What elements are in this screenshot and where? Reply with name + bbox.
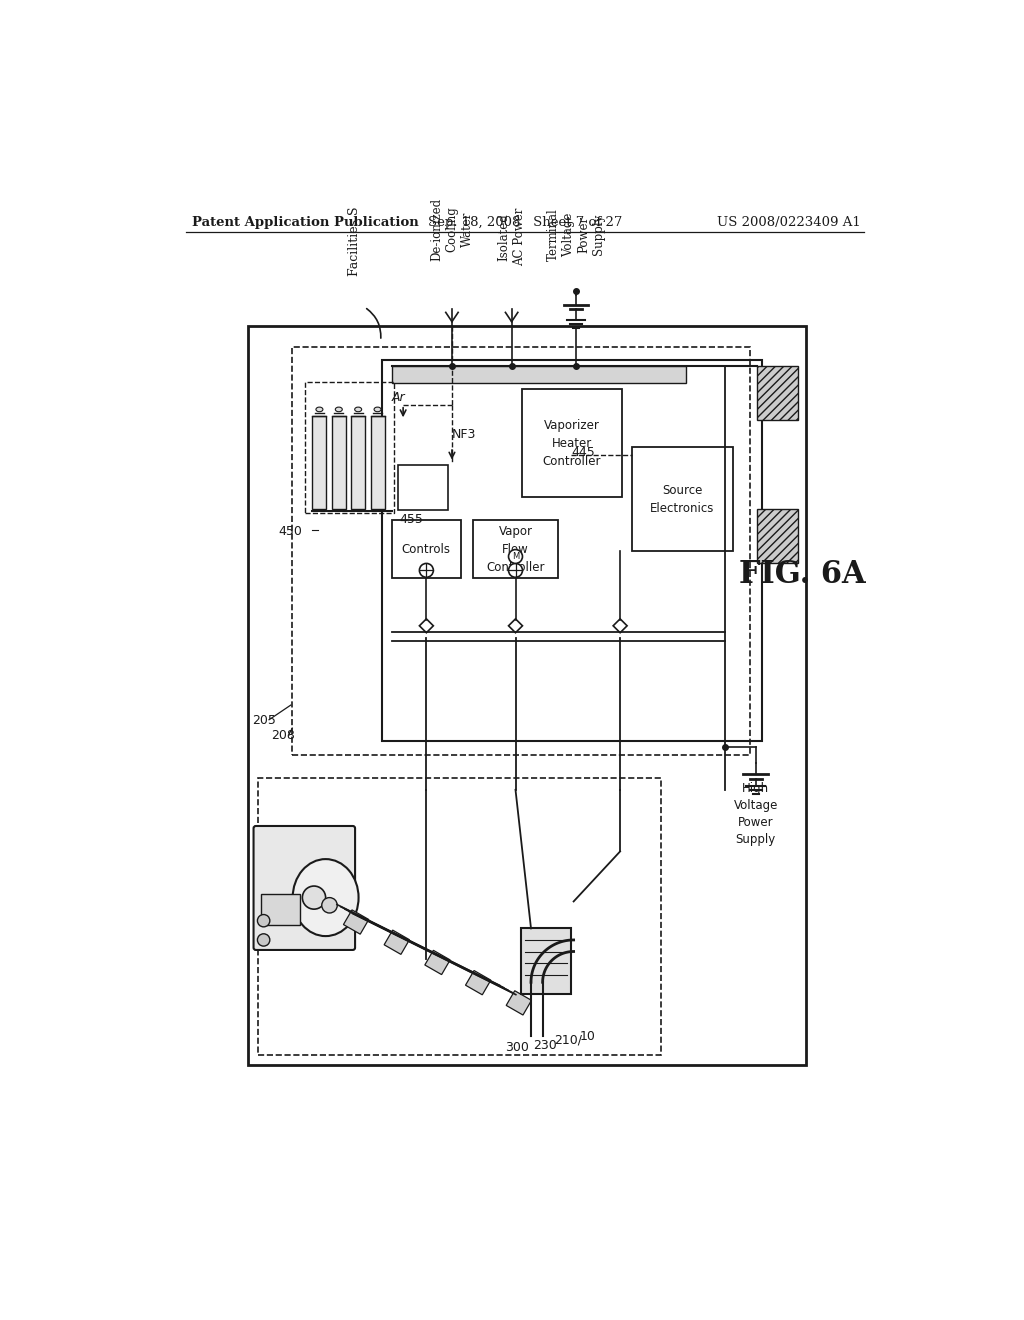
Bar (343, 909, 369, 935)
Bar (466, 970, 490, 995)
Bar (425, 950, 451, 974)
Bar (397, 465, 449, 510)
Text: 230: 230 (534, 1039, 557, 1052)
Bar (632, 447, 732, 552)
Text: Patent Application Publication: Patent Application Publication (191, 216, 418, 230)
Bar (506, 991, 531, 1015)
Bar (384, 931, 410, 954)
Bar (382, 360, 762, 742)
Bar (305, 381, 394, 512)
Text: High
Voltage
Power
Supply: High Voltage Power Supply (733, 781, 778, 846)
Bar (473, 520, 558, 578)
Text: 210/: 210/ (554, 1034, 583, 1047)
Circle shape (420, 564, 433, 577)
Text: FIG. 6A: FIG. 6A (739, 558, 865, 590)
Text: 208: 208 (271, 730, 295, 742)
Text: Controls: Controls (401, 543, 451, 556)
Text: Sep. 18, 2008   Sheet 7 of 27: Sep. 18, 2008 Sheet 7 of 27 (428, 216, 622, 230)
Bar (258, 779, 662, 1056)
Bar (332, 416, 346, 508)
Text: M: M (512, 552, 519, 561)
Text: US 2008/0223409 A1: US 2008/0223409 A1 (717, 216, 860, 230)
Circle shape (257, 933, 270, 946)
Text: 10: 10 (580, 1030, 596, 1043)
Text: 450: 450 (279, 525, 302, 539)
Bar (391, 520, 461, 578)
Circle shape (322, 898, 337, 913)
Text: Isolated
AC Power: Isolated AC Power (498, 207, 525, 267)
Ellipse shape (316, 407, 323, 412)
Text: De-ionized
Cooling
Water: De-ionized Cooling Water (430, 198, 473, 261)
Text: Vapor
Flow
Controller: Vapor Flow Controller (486, 524, 545, 574)
Bar (248, 326, 806, 1065)
Bar (371, 416, 385, 508)
Circle shape (257, 915, 270, 927)
Text: 205: 205 (252, 714, 275, 727)
Circle shape (302, 886, 326, 909)
Bar (521, 928, 571, 994)
Bar (292, 347, 750, 755)
Bar (758, 367, 798, 420)
Ellipse shape (335, 407, 342, 412)
Text: Terminal
Voltage
Power
Supply: Terminal Voltage Power Supply (547, 209, 605, 261)
Text: Source
Electronics: Source Electronics (650, 483, 715, 515)
Text: Ar: Ar (391, 391, 406, 404)
Bar (351, 416, 366, 508)
Bar (758, 508, 798, 562)
Circle shape (509, 549, 522, 564)
FancyBboxPatch shape (254, 826, 355, 950)
Bar (312, 416, 327, 508)
Text: 300: 300 (505, 1041, 529, 1055)
Bar (521, 389, 623, 498)
Text: NF3: NF3 (452, 428, 476, 441)
Ellipse shape (374, 407, 381, 412)
Bar (261, 894, 300, 924)
Ellipse shape (354, 407, 361, 412)
Ellipse shape (293, 859, 358, 936)
Bar (391, 366, 686, 383)
Text: 445: 445 (571, 446, 595, 459)
Text: Vaporizer
Heater
Controller: Vaporizer Heater Controller (543, 418, 601, 467)
Circle shape (509, 564, 522, 577)
Text: 455: 455 (399, 512, 423, 525)
Text: Facilities S: Facilities S (348, 207, 360, 276)
